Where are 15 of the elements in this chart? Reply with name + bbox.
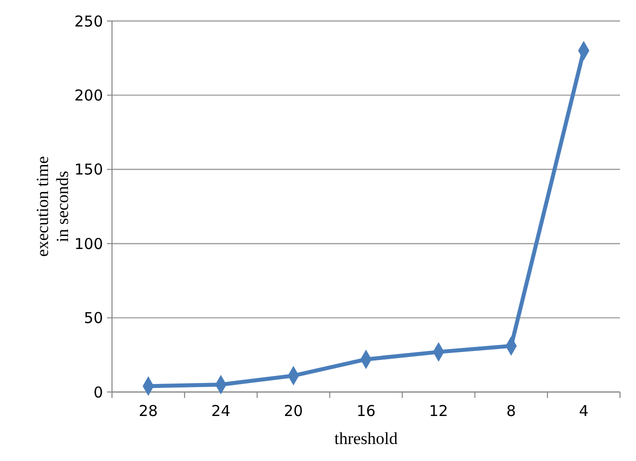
y-tick-label: 100 — [74, 234, 103, 253]
x-tick-label: 16 — [356, 402, 376, 420]
y-tick-label: 150 — [74, 160, 103, 179]
y-axis-title: execution time in seconds — [33, 156, 72, 257]
x-tick-label: 24 — [211, 402, 230, 420]
y-tick-label: 50 — [84, 309, 103, 328]
y-tick-label: 0 — [93, 383, 103, 402]
x-tick-label: 28 — [138, 402, 158, 420]
x-tick-label: 4 — [578, 402, 588, 420]
y-tick-label: 250 — [74, 12, 103, 30]
x-tick-label: 12 — [429, 402, 448, 420]
x-tick-label: 8 — [506, 402, 516, 420]
x-axis-title: threshold — [334, 429, 398, 448]
y-tick-label: 200 — [74, 86, 103, 104]
x-tick-label: 20 — [284, 402, 303, 420]
